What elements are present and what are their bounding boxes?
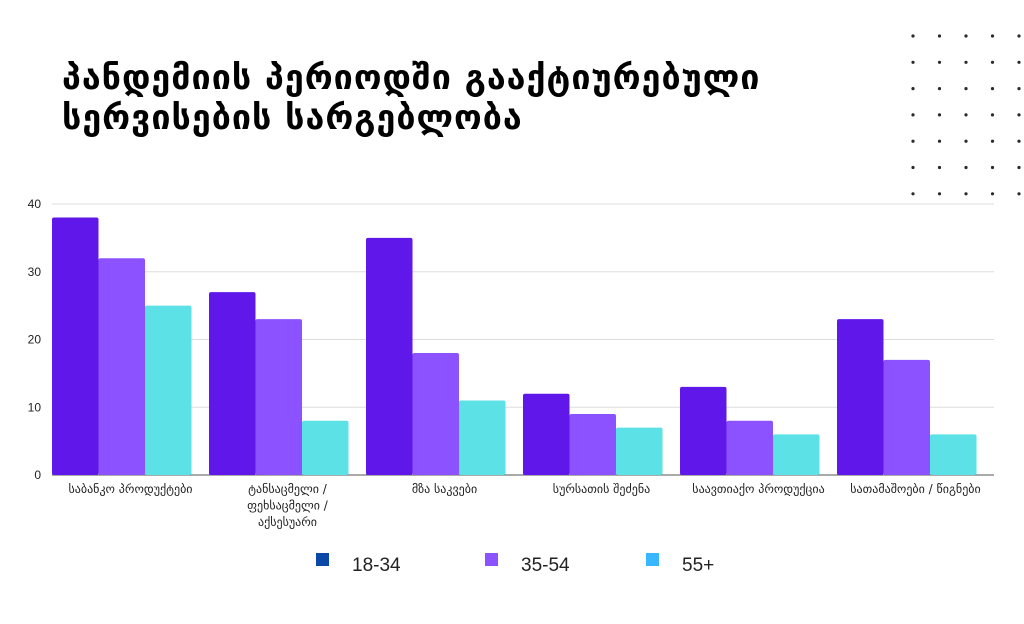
legend: 18-34 35-54 55+	[316, 553, 714, 576]
decorative-dot	[990, 60, 995, 64]
legend-swatch-35-54	[485, 553, 498, 566]
y-tick-label: 20	[28, 333, 42, 347]
decorative-dot	[911, 34, 915, 38]
y-tick-label: 30	[28, 265, 42, 279]
decorative-dot	[1017, 165, 1021, 170]
decorative-dot	[964, 87, 968, 91]
x-category-label: საბანკო პროდუქტები	[69, 482, 193, 496]
decorative-dot	[964, 165, 968, 170]
legend-label-35-54: 35-54	[521, 555, 570, 576]
bar-18-34-0	[52, 217, 99, 476]
decorative-dot	[1017, 60, 1021, 64]
decorative-dot	[911, 60, 915, 64]
decorative-dot	[937, 165, 942, 170]
bars	[52, 217, 977, 476]
decorative-dot	[911, 139, 915, 143]
decorative-dot	[911, 113, 915, 117]
bar-55+-3	[616, 427, 663, 475]
chart-title-line-1: პანდემიის პერიოდში გააქტიურებული	[62, 58, 761, 98]
x-category-label: სათამაშოები / წიგნები	[850, 482, 980, 496]
x-category-label: საავთიაქო პროდუქცია	[692, 482, 824, 496]
decorative-dot	[1017, 139, 1021, 143]
legend-label-55+: 55+	[682, 555, 714, 576]
axis-labels: 0 10 20 30 40 საბანკო პროდუქტები ტანსაცმელი / ფ…	[28, 197, 981, 529]
chart-title: პანდემიის პერიოდში გააქტიურებული სერვისე…	[62, 58, 862, 138]
legend-swatch-18-34	[316, 553, 329, 566]
y-tick-label: 10	[28, 400, 42, 414]
y-tick-label: 40	[28, 197, 42, 211]
decorative-dot	[964, 139, 968, 143]
bar-55+-2	[459, 400, 506, 475]
x-category-label: მზა საკვები	[412, 482, 477, 496]
decorative-dot	[964, 192, 968, 196]
x-category-label: სურსათის შეძენა	[553, 482, 650, 496]
decorative-dot	[1017, 113, 1021, 117]
legend-swatch-55+	[646, 553, 659, 566]
decorative-dot	[937, 113, 942, 117]
decorative-dot	[1017, 34, 1021, 38]
y-tick-label: 0	[34, 468, 41, 482]
decorative-dot	[964, 60, 968, 64]
bar-35-54-1	[255, 319, 302, 475]
bar-18-34-5	[837, 319, 884, 475]
bar-18-34-4	[680, 386, 727, 475]
decorative-dot	[990, 34, 995, 38]
bar-18-34-1	[209, 292, 256, 475]
decorative-dot	[937, 34, 942, 38]
bar-35-54-0	[98, 258, 145, 475]
decorative-dot	[937, 192, 942, 196]
decorative-dot	[911, 87, 915, 91]
bar-18-34-3	[523, 393, 570, 475]
bar-35-54-3	[569, 414, 616, 475]
bar-55+-4	[773, 434, 820, 475]
decorative-dot	[990, 113, 995, 117]
bar-35-54-2	[412, 353, 459, 475]
decorative-dot	[964, 34, 968, 38]
decorative-dot	[1017, 192, 1021, 196]
decorative-dot	[911, 192, 915, 196]
decorative-dot	[911, 165, 915, 170]
bar-18-34-2	[366, 237, 413, 475]
decorative-dot	[1017, 87, 1021, 91]
legend-label-18-34: 18-34	[352, 555, 401, 576]
decorative-dot	[990, 139, 995, 143]
bar-55+-1	[302, 420, 349, 475]
decorative-dot	[964, 113, 968, 117]
decorative-dot	[990, 165, 995, 170]
bar-35-54-4	[726, 420, 773, 475]
decorative-dot	[990, 87, 995, 91]
chart-title-line-2: სერვისების სარგებლობა	[62, 98, 523, 138]
bar-35-54-5	[883, 359, 930, 475]
x-category-label: ტანსაცმელი / ფეხსაცმელი / აქსესუარი	[247, 482, 329, 529]
decorative-dot	[937, 60, 942, 64]
bar-55+-0	[145, 305, 192, 475]
decorative-dot	[937, 87, 942, 91]
decorative-dot	[937, 139, 942, 143]
decorative-dot	[990, 192, 995, 196]
bar-55+-5	[930, 434, 977, 475]
